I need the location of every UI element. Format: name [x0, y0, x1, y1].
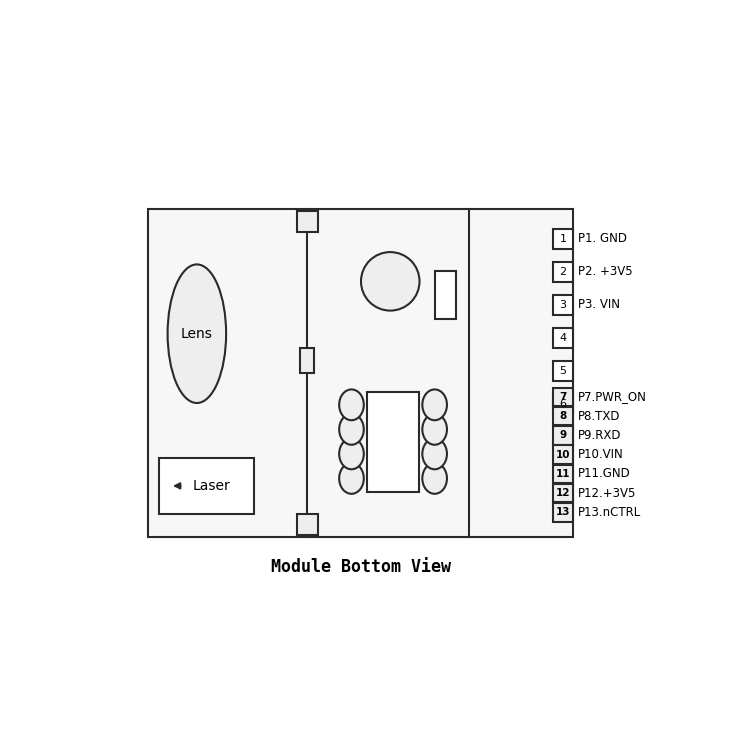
Text: 8: 8: [560, 411, 567, 422]
Text: P2. +3V5: P2. +3V5: [578, 266, 632, 278]
Text: 12: 12: [556, 488, 570, 498]
Text: Laser: Laser: [192, 479, 230, 493]
Ellipse shape: [422, 463, 447, 494]
Bar: [553, 465, 573, 483]
Text: 5: 5: [560, 366, 566, 376]
Text: P7.PWR_ON: P7.PWR_ON: [578, 391, 646, 404]
Ellipse shape: [167, 265, 226, 403]
Text: 7: 7: [560, 392, 567, 402]
Text: P8.TXD: P8.TXD: [578, 410, 620, 423]
Bar: [553, 407, 573, 425]
Bar: [296, 514, 318, 535]
Text: 4: 4: [560, 333, 566, 343]
Bar: [435, 272, 457, 319]
Ellipse shape: [422, 389, 447, 420]
Ellipse shape: [422, 439, 447, 470]
Text: 1: 1: [560, 233, 566, 244]
Text: P11.GND: P11.GND: [578, 467, 631, 481]
Bar: [553, 503, 573, 522]
Text: Module Bottom View: Module Bottom View: [271, 559, 451, 577]
Bar: [553, 446, 573, 464]
Bar: [301, 348, 314, 373]
Bar: [553, 426, 573, 445]
Ellipse shape: [339, 414, 364, 445]
Bar: [367, 392, 419, 493]
Circle shape: [361, 252, 419, 310]
Text: 13: 13: [556, 508, 570, 518]
Bar: [553, 295, 573, 315]
Bar: [553, 394, 573, 414]
Ellipse shape: [339, 463, 364, 494]
Text: P12.+3V5: P12.+3V5: [578, 487, 636, 500]
Bar: [553, 229, 573, 248]
Bar: [553, 328, 573, 348]
Bar: [158, 458, 254, 514]
Text: 2: 2: [560, 267, 566, 277]
Text: P9.RXD: P9.RXD: [578, 429, 621, 442]
Text: P3. VIN: P3. VIN: [578, 298, 620, 311]
Bar: [553, 361, 573, 381]
Bar: [553, 484, 573, 502]
Text: 3: 3: [560, 300, 566, 310]
Ellipse shape: [422, 414, 447, 445]
Text: Lens: Lens: [181, 327, 213, 340]
Text: 11: 11: [556, 469, 570, 479]
Ellipse shape: [339, 439, 364, 470]
Text: 9: 9: [560, 430, 566, 440]
Bar: [553, 388, 573, 406]
Text: P1. GND: P1. GND: [578, 232, 627, 245]
Text: 6: 6: [560, 399, 566, 410]
Text: P13.nCTRL: P13.nCTRL: [578, 506, 641, 519]
Text: 10: 10: [556, 450, 570, 460]
Bar: [553, 262, 573, 282]
Text: P10.VIN: P10.VIN: [578, 448, 623, 461]
Bar: [148, 209, 573, 536]
Bar: [296, 211, 318, 232]
Ellipse shape: [339, 389, 364, 420]
